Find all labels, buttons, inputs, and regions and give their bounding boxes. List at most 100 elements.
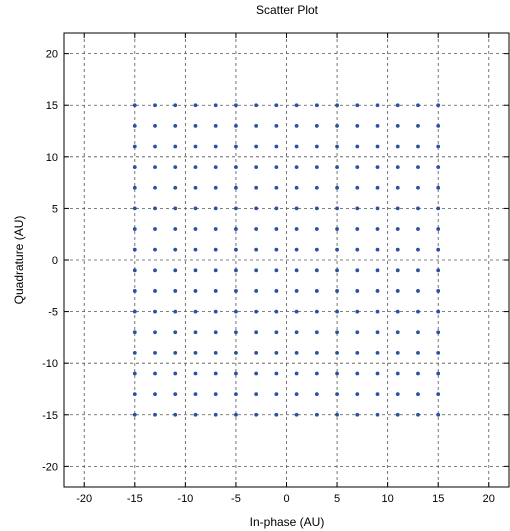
scatter-point (314, 289, 319, 293)
scatter-point (335, 350, 339, 355)
scatter-point (416, 165, 420, 170)
scatter-point (254, 144, 259, 149)
scatter-point (213, 206, 218, 211)
scatter-point (234, 247, 238, 252)
scatter-point (193, 392, 198, 397)
scatter-point (436, 185, 441, 190)
scatter-point (234, 227, 238, 231)
scatter-point (314, 247, 319, 252)
scatter-point (294, 103, 299, 108)
scatter-point (355, 103, 360, 108)
scatter-point (395, 412, 400, 417)
scatter-point (395, 103, 400, 108)
scatter-point (193, 247, 198, 252)
scatter-point (213, 412, 218, 417)
scatter-point (314, 123, 319, 128)
scatter-point (254, 412, 259, 417)
scatter-point (395, 227, 400, 231)
scatter-point (436, 289, 441, 293)
scatter-point (294, 185, 299, 190)
scatter-point (193, 123, 198, 128)
grid-lines (64, 33, 509, 487)
scatter-point (375, 289, 380, 293)
scatter-point (132, 309, 137, 314)
data-points (132, 103, 441, 417)
scatter-point (213, 350, 218, 355)
scatter-point (213, 309, 218, 314)
scatter-point (355, 123, 360, 128)
scatter-point (274, 103, 279, 108)
scatter-point (274, 350, 279, 355)
scatter-point (335, 165, 339, 170)
scatter-point (173, 309, 178, 314)
scatter-point (274, 268, 279, 273)
scatter-point (294, 309, 299, 314)
scatter-point (416, 309, 420, 314)
scatter-point (254, 330, 259, 335)
scatter-point (436, 371, 441, 376)
scatter-point (193, 371, 198, 376)
scatter-point (294, 330, 299, 335)
scatter-point (314, 103, 319, 108)
x-axis-label: In-phase (AU) (250, 515, 325, 529)
scatter-point (153, 165, 157, 170)
scatter-point (314, 206, 319, 211)
scatter-point (416, 144, 420, 149)
scatter-point (234, 289, 238, 293)
scatter-point (153, 185, 157, 190)
scatter-point (355, 247, 360, 252)
scatter-point (395, 165, 400, 170)
scatter-point (173, 350, 178, 355)
y-tick-labels: -20 -15 -10 -5 0 5 10 15 20 (42, 49, 58, 474)
scatter-point (153, 227, 157, 231)
x-tick-labels: -20 -15 -10 -5 0 5 10 15 20 (76, 493, 495, 505)
scatter-point (274, 144, 279, 149)
scatter-point (375, 371, 380, 376)
scatter-point (436, 309, 441, 314)
scatter-point (193, 227, 198, 231)
scatter-point (294, 412, 299, 417)
scatter-point (416, 227, 420, 231)
scatter-point (254, 371, 259, 376)
scatter-point (132, 371, 137, 376)
scatter-point (193, 350, 198, 355)
y-tick-label: -15 (42, 410, 58, 422)
scatter-point (436, 247, 441, 252)
scatter-point (132, 392, 137, 397)
scatter-point (395, 206, 400, 211)
scatter-point (274, 392, 279, 397)
scatter-point (395, 350, 400, 355)
scatter-point (375, 144, 380, 149)
scatter-point (314, 185, 319, 190)
y-tick-label: 15 (46, 100, 58, 112)
scatter-point (213, 185, 218, 190)
scatter-point (234, 371, 238, 376)
scatter-point (335, 206, 339, 211)
scatter-point (193, 165, 198, 170)
scatter-point (173, 330, 178, 335)
scatter-point (335, 309, 339, 314)
y-tick-label: 20 (46, 49, 58, 61)
scatter-point (335, 247, 339, 252)
scatter-point (335, 227, 339, 231)
scatter-point (234, 350, 238, 355)
scatter-point (132, 268, 137, 273)
chart-title: Scatter Plot (256, 3, 319, 17)
scatter-point (375, 206, 380, 211)
scatter-point (395, 144, 400, 149)
scatter-point (375, 123, 380, 128)
scatter-point (314, 392, 319, 397)
scatter-point (355, 268, 360, 273)
scatter-point (274, 309, 279, 314)
scatter-point (395, 247, 400, 252)
scatter-point (213, 247, 218, 252)
scatter-point (355, 309, 360, 314)
scatter-point (234, 412, 238, 417)
scatter-point (294, 123, 299, 128)
scatter-point (416, 350, 420, 355)
scatter-point (355, 330, 360, 335)
scatter-point (153, 268, 157, 273)
scatter-point (254, 289, 259, 293)
scatter-point (254, 247, 259, 252)
x-tick-label: 10 (382, 493, 394, 505)
